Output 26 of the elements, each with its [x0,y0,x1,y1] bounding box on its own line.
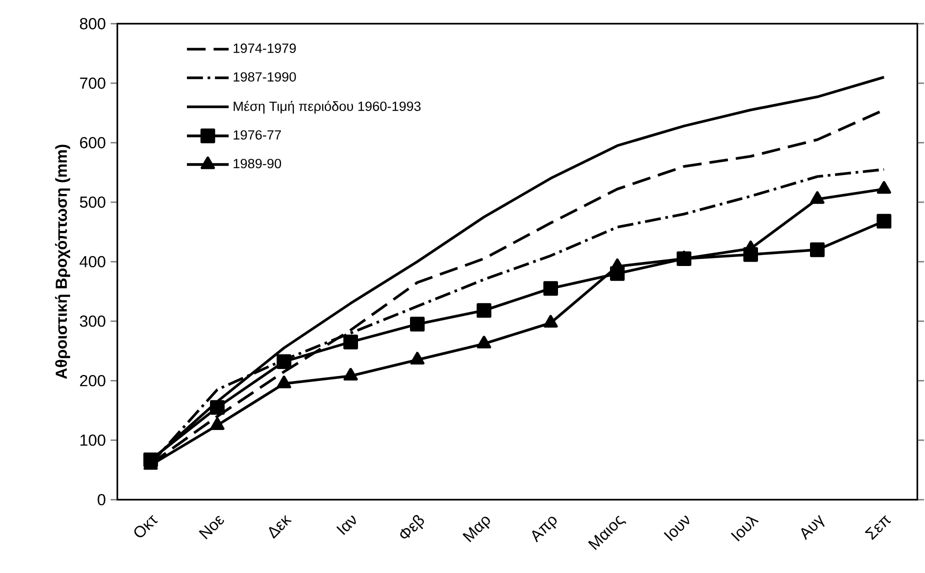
y-tick-label: 700 [80,78,106,89]
legend-label: Μέση Τιμή περιόδου 1960-1993 [234,100,421,114]
legend-label: 1987-1990 [234,72,296,82]
x-tick-label: Οκτ [134,515,158,538]
y-tick-label: 0 [98,494,106,506]
x-tick-label: Αυγ [801,514,825,540]
y-axis-title: Αθροιστική Βροχόπτωση (mm) [55,144,70,379]
x-tick-label: Ιαν [336,516,356,536]
y-tick-label: 800 [80,18,106,30]
legend-label: 1976-77 [234,130,281,140]
y-tick-label: 600 [80,137,106,148]
legend-label: 1974-1979 [234,44,296,53]
x-tick-label: Μαρ [462,516,490,542]
legend-label: 1989-90 [234,158,282,168]
y-tick-label: 300 [80,316,106,327]
x-tick-label: Ιουν [664,516,690,541]
x-tick-label: Δεκ [268,514,292,539]
x-tick-label: Ιουλ [730,516,759,542]
y-tick-label: 100 [80,434,106,446]
y-tick-label: 200 [80,374,106,386]
x-tick-label: Φεβ [400,515,424,538]
x-tick-label: Απρ [532,516,557,543]
y-tick-label: 400 [80,256,106,268]
x-tick-label: Σεπ [864,515,891,540]
x-tick-label: Νοε [198,516,224,540]
y-tick-label: 500 [80,196,106,208]
